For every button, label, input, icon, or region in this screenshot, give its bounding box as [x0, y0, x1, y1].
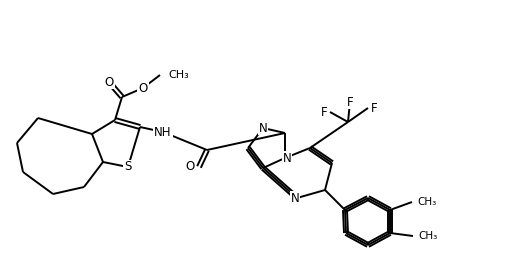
Text: CH₃: CH₃	[168, 70, 189, 80]
Text: N: N	[282, 152, 291, 165]
Text: S: S	[124, 160, 132, 173]
Text: F: F	[320, 106, 327, 119]
Text: CH₃: CH₃	[417, 197, 436, 207]
Text: N: N	[259, 121, 267, 134]
Text: F: F	[371, 101, 378, 114]
Text: NH: NH	[154, 126, 172, 139]
Text: O: O	[138, 81, 148, 94]
Text: CH₃: CH₃	[418, 231, 437, 241]
Text: O: O	[186, 160, 195, 173]
Text: F: F	[347, 95, 353, 108]
Text: O: O	[104, 75, 114, 88]
Text: N: N	[291, 192, 299, 205]
